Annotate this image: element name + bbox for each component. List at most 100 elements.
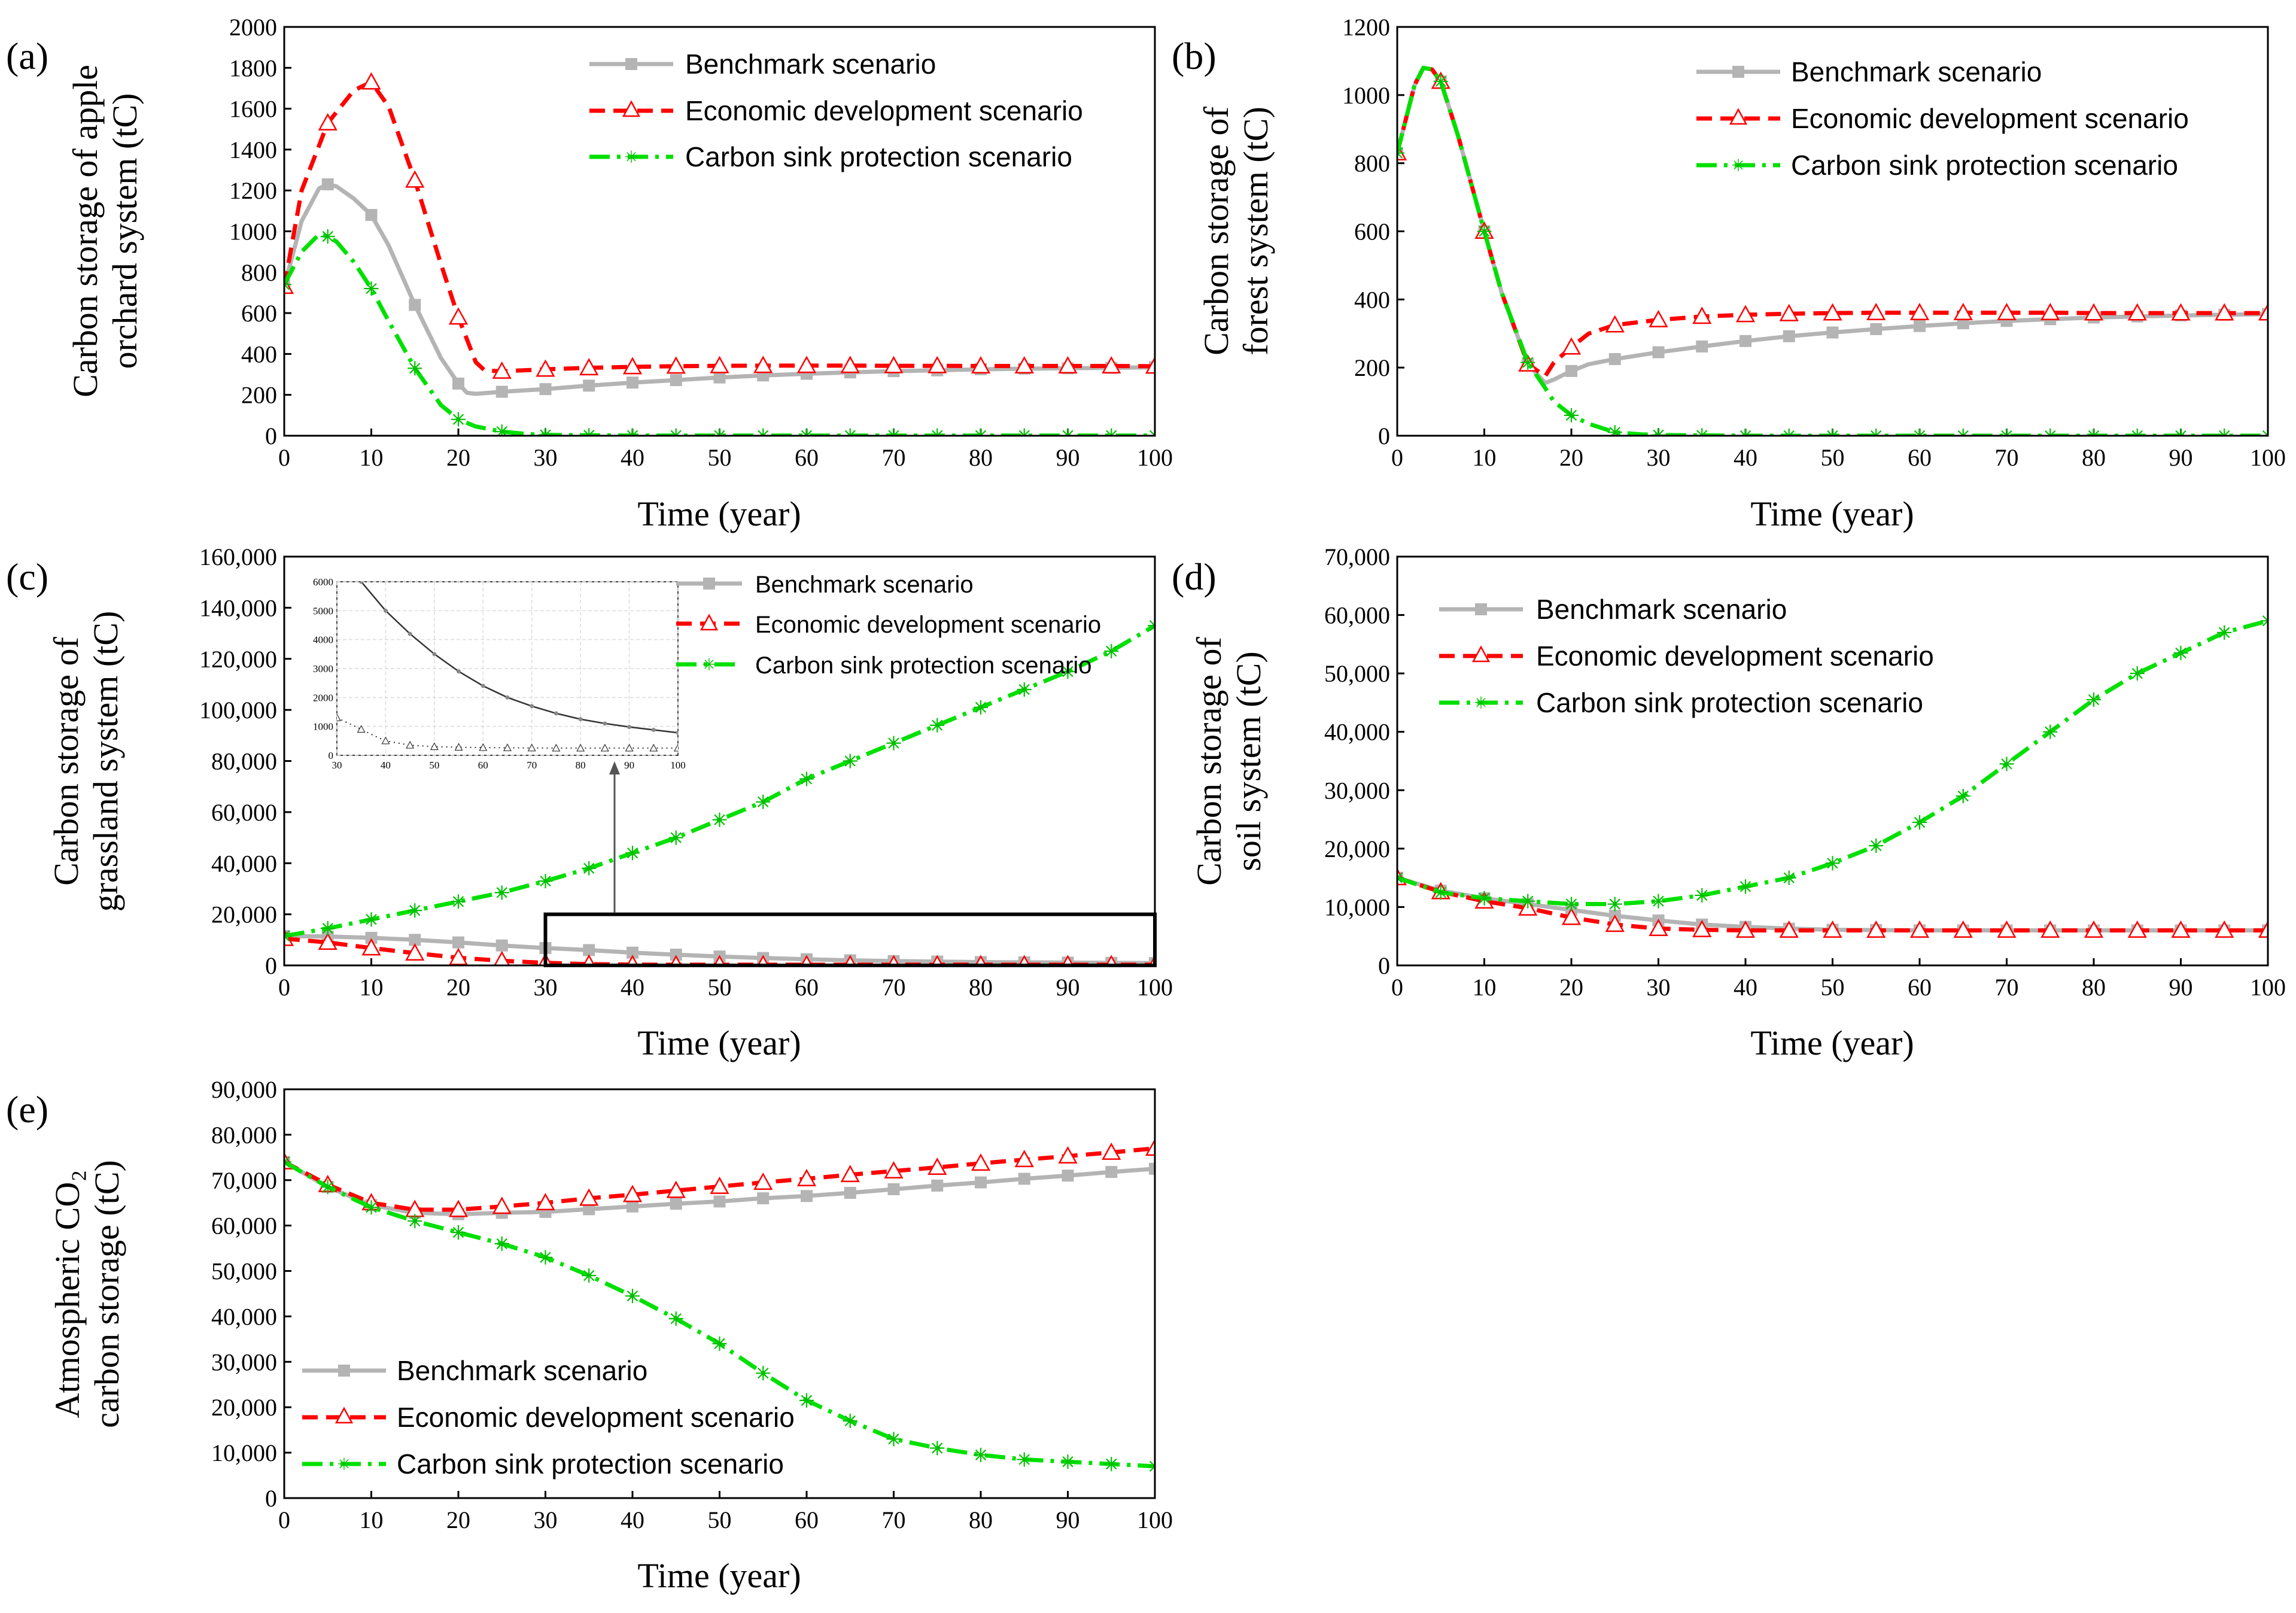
point-economic-c-25	[494, 950, 510, 965]
point-benchmark-b-45	[1783, 330, 1795, 342]
point-economic-a-75	[927, 356, 947, 373]
x-tick-label-e-9: 90	[1056, 1506, 1080, 1533]
point-carbon_sink-c-60	[799, 771, 814, 786]
point-carbon_sink-d-60	[1912, 815, 1927, 830]
point-carbon_sink-d-5	[1433, 885, 1448, 900]
legend-marker-economic-a	[622, 100, 641, 117]
x-tick-label-c-3: 30	[534, 974, 558, 1001]
point-carbon_sink-c-20	[451, 894, 466, 909]
point-benchmark-e-85	[1018, 1172, 1030, 1185]
inset-x-tick-label-5: 80	[576, 760, 586, 771]
legend-marker-benchmark-b	[1732, 66, 1744, 78]
legend-label-benchmark-b: Benchmark scenario	[1791, 56, 2042, 87]
point-benchmark-c-40	[627, 946, 638, 959]
point-economic-a-85	[1014, 356, 1034, 373]
y-tick-label-d-5: 50,000	[1324, 660, 1390, 687]
inset-point-benchmark-65	[505, 695, 510, 700]
point-benchmark-a-15	[409, 299, 421, 311]
inset-series-line-economic	[337, 717, 678, 749]
point-carbon_sink-c-50	[712, 812, 727, 827]
x-tick-label-c-4: 40	[621, 974, 644, 1001]
panel-label-c: (c)	[6, 555, 48, 598]
point-economic-e-55	[753, 1172, 773, 1190]
point-benchmark-e-65	[844, 1187, 856, 1199]
point-carbon_sink-a-20	[451, 412, 466, 427]
point-benchmark-e-90	[1062, 1169, 1074, 1182]
point-economic-b-75	[2040, 302, 2060, 320]
x-axis-title-c: Time (year)	[637, 1023, 801, 1062]
point-benchmark-e-60	[801, 1190, 813, 1202]
point-economic-a-70	[884, 356, 904, 373]
y-tick-label-c-8: 160,000	[199, 543, 277, 570]
legend-marker-carbon-sink-d: ✳	[1474, 693, 1488, 713]
point-economic-a-80	[971, 356, 991, 373]
point-carbon_sink-d-80	[2087, 692, 2101, 707]
x-tick-label-c-5: 50	[708, 974, 732, 1001]
point-economic-b-55	[1866, 302, 1886, 320]
x-tick-label-d-10: 100	[2250, 974, 2286, 1001]
plot-area-c: 0 10 20 30 40 50 60 70 80 90 100020,00040,00060,00…	[199, 543, 1173, 1001]
point-carbon_sink-d-75	[2043, 724, 2058, 739]
legend-label-benchmark-d: Benchmark scenario	[1536, 594, 1787, 625]
point-carbon_sink-a-15	[407, 361, 422, 376]
point-economic-e-85	[1014, 1150, 1034, 1168]
y-tick-label-b-0: 0	[1378, 423, 1390, 449]
point-economic-a-95	[1102, 356, 1121, 373]
y-tick-label-a-8: 1600	[229, 96, 277, 123]
x-tick-label-a-6: 60	[795, 444, 819, 471]
x-tick-label-d-1: 10	[1473, 974, 1497, 1001]
zoom-arrow-head	[609, 761, 620, 774]
y-tick-label-c-0: 0	[265, 952, 277, 979]
x-tick-label-c-0: 0	[278, 974, 290, 1001]
y-tick-label-b-5: 1000	[1342, 82, 1390, 109]
point-benchmark-e-40	[627, 1200, 638, 1213]
point-benchmark-e-75	[931, 1179, 944, 1192]
point-benchmark-a-30	[539, 383, 552, 396]
point-carbon_sink-c-25	[494, 885, 509, 900]
point-carbon_sink-e-95	[1104, 1457, 1119, 1472]
y-axis-title-e-line1: Atmospheric CO₂	[48, 1170, 87, 1418]
inset-y-tick-label-3: 3000	[313, 663, 333, 675]
point-carbon_sink-b-10	[1477, 224, 1492, 239]
plot-frame-d	[1396, 555, 2269, 967]
point-economic-e-20	[448, 1199, 469, 1217]
point-carbon_sink-b-5	[1433, 74, 1448, 89]
inset-series-group	[337, 582, 678, 752]
inset-point-benchmark-95	[651, 727, 656, 732]
inset-y-tick-label-1: 1000	[313, 721, 333, 733]
point-benchmark-c-10	[365, 931, 378, 944]
point-carbon_sink-e-75	[930, 1441, 945, 1456]
y-tick-label-a-4: 800	[241, 259, 277, 286]
point-benchmark-c-20	[452, 936, 464, 949]
x-tick-label-b-5: 50	[1821, 444, 1845, 471]
y-tick-label-a-2: 400	[241, 341, 277, 367]
point-carbon_sink-c-5	[320, 921, 335, 936]
point-carbon_sink-e-65	[843, 1413, 857, 1428]
point-benchmark-a-50	[713, 371, 726, 384]
x-tick-label-b-8: 80	[2082, 444, 2106, 471]
point-carbon_sink-e-60	[799, 1393, 814, 1408]
series-line-carbon_sink-a	[284, 232, 1155, 436]
point-carbon_sink-c-85	[1017, 682, 1032, 697]
legend-marker-benchmark-e	[338, 1365, 350, 1377]
x-tick-label-d-3: 30	[1647, 974, 1671, 1001]
inset-y-tick-label-4: 4000	[313, 634, 333, 646]
y-axis-title-c-line2: grassland system (tC)	[86, 611, 125, 912]
point-economic-d-85	[2127, 920, 2147, 938]
point-economic-b-70	[1997, 302, 2017, 320]
point-carbon_sink-d-90	[2173, 645, 2188, 660]
series-group-d	[1397, 613, 2268, 938]
point-economic-b-40	[1735, 305, 1756, 323]
point-economic-a-90	[1058, 356, 1078, 373]
legend-marker-economic-c	[700, 613, 719, 631]
point-economic-a-55	[753, 356, 773, 373]
panel-label-b: (b)	[1172, 35, 1217, 77]
x-tick-label-b-4: 40	[1734, 444, 1757, 471]
y-tick-label-b-1: 200	[1354, 354, 1390, 381]
y-tick-label-c-6: 120,000	[199, 646, 277, 673]
inset-point-economic-45	[406, 740, 415, 749]
point-carbon_sink-d-30	[1651, 894, 1666, 909]
legend-label-benchmark-a: Benchmark scenario	[685, 48, 936, 80]
inset-point-economic-100	[673, 743, 678, 752]
point-carbon_sink-e-55	[756, 1366, 771, 1381]
